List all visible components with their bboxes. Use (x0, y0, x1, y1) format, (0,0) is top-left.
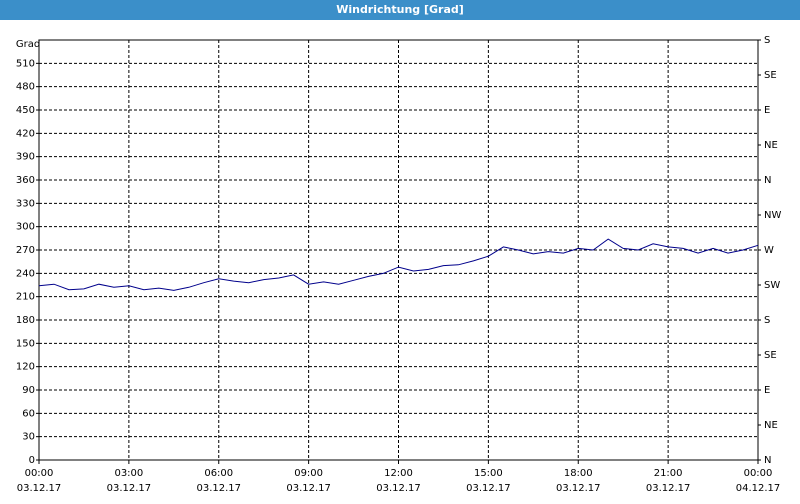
title-bar (0, 0, 800, 20)
y2-tick-label: E (764, 105, 770, 116)
y2-tick-label: N (764, 175, 771, 186)
x-tick-label: 09:00 (294, 468, 323, 479)
x-tick-label: 00:00 (744, 468, 773, 479)
x-tick-date: 03.12.17 (556, 483, 601, 494)
x-tick-label: 12:00 (384, 468, 413, 479)
x-tick-label: 15:00 (474, 468, 503, 479)
y-tick-label: 210 (16, 292, 35, 303)
x-tick-label: 00:00 (25, 468, 54, 479)
x-tick-date: 04.12.17 (736, 483, 781, 494)
y2-tick-label: NE (764, 140, 778, 151)
y-tick-label: 450 (16, 105, 35, 116)
y2-tick-label: W (764, 245, 774, 256)
y2-tick-label: NW (764, 210, 781, 221)
x-tick-date: 03.12.17 (17, 483, 62, 494)
x-tick-date: 03.12.17 (646, 483, 691, 494)
x-tick-label: 06:00 (204, 468, 233, 479)
y2-tick-label: SW (764, 280, 780, 291)
y-tick-label: 480 (16, 82, 35, 93)
x-tick-label: 21:00 (654, 468, 683, 479)
y-tick-label: 330 (16, 198, 35, 209)
y-tick-label: 360 (16, 175, 35, 186)
y-tick-label: 240 (16, 268, 35, 279)
y2-tick-label: S (764, 35, 770, 46)
x-tick-date: 03.12.17 (376, 483, 421, 494)
y2-tick-label: N (764, 455, 771, 466)
data-line (38, 238, 759, 291)
y-tick-label: 420 (16, 128, 35, 139)
y-tick-label: 510 (16, 58, 35, 69)
x-tick-date: 03.12.17 (107, 483, 152, 494)
y-tick-label: 0 (29, 455, 35, 466)
y-tick-label: 150 (16, 338, 35, 349)
x-tick-label: 18:00 (564, 468, 593, 479)
y-tick-label: 120 (16, 362, 35, 373)
y2-tick-label: SE (764, 350, 777, 361)
chart-title: Windrichtung [Grad] (336, 3, 464, 16)
x-tick-date: 03.12.17 (286, 483, 331, 494)
y-tick-label: 390 (16, 152, 35, 163)
y-tick-label: 60 (22, 408, 35, 419)
y-tick-label: 300 (16, 222, 35, 233)
x-tick-date: 03.12.17 (466, 483, 511, 494)
y2-tick-label: SE (764, 70, 777, 81)
y-tick-label: 270 (16, 245, 35, 256)
y-tick-label: 180 (16, 315, 35, 326)
y-axis-label: Grad (16, 39, 40, 50)
x-tick-label: 03:00 (114, 468, 143, 479)
y2-tick-label: E (764, 385, 770, 396)
y2-tick-label: NE (764, 420, 778, 431)
y-tick-label: 30 (22, 432, 35, 443)
x-tick-date: 03.12.17 (196, 483, 241, 494)
y2-tick-label: S (764, 315, 770, 326)
y-tick-label: 90 (22, 385, 35, 396)
